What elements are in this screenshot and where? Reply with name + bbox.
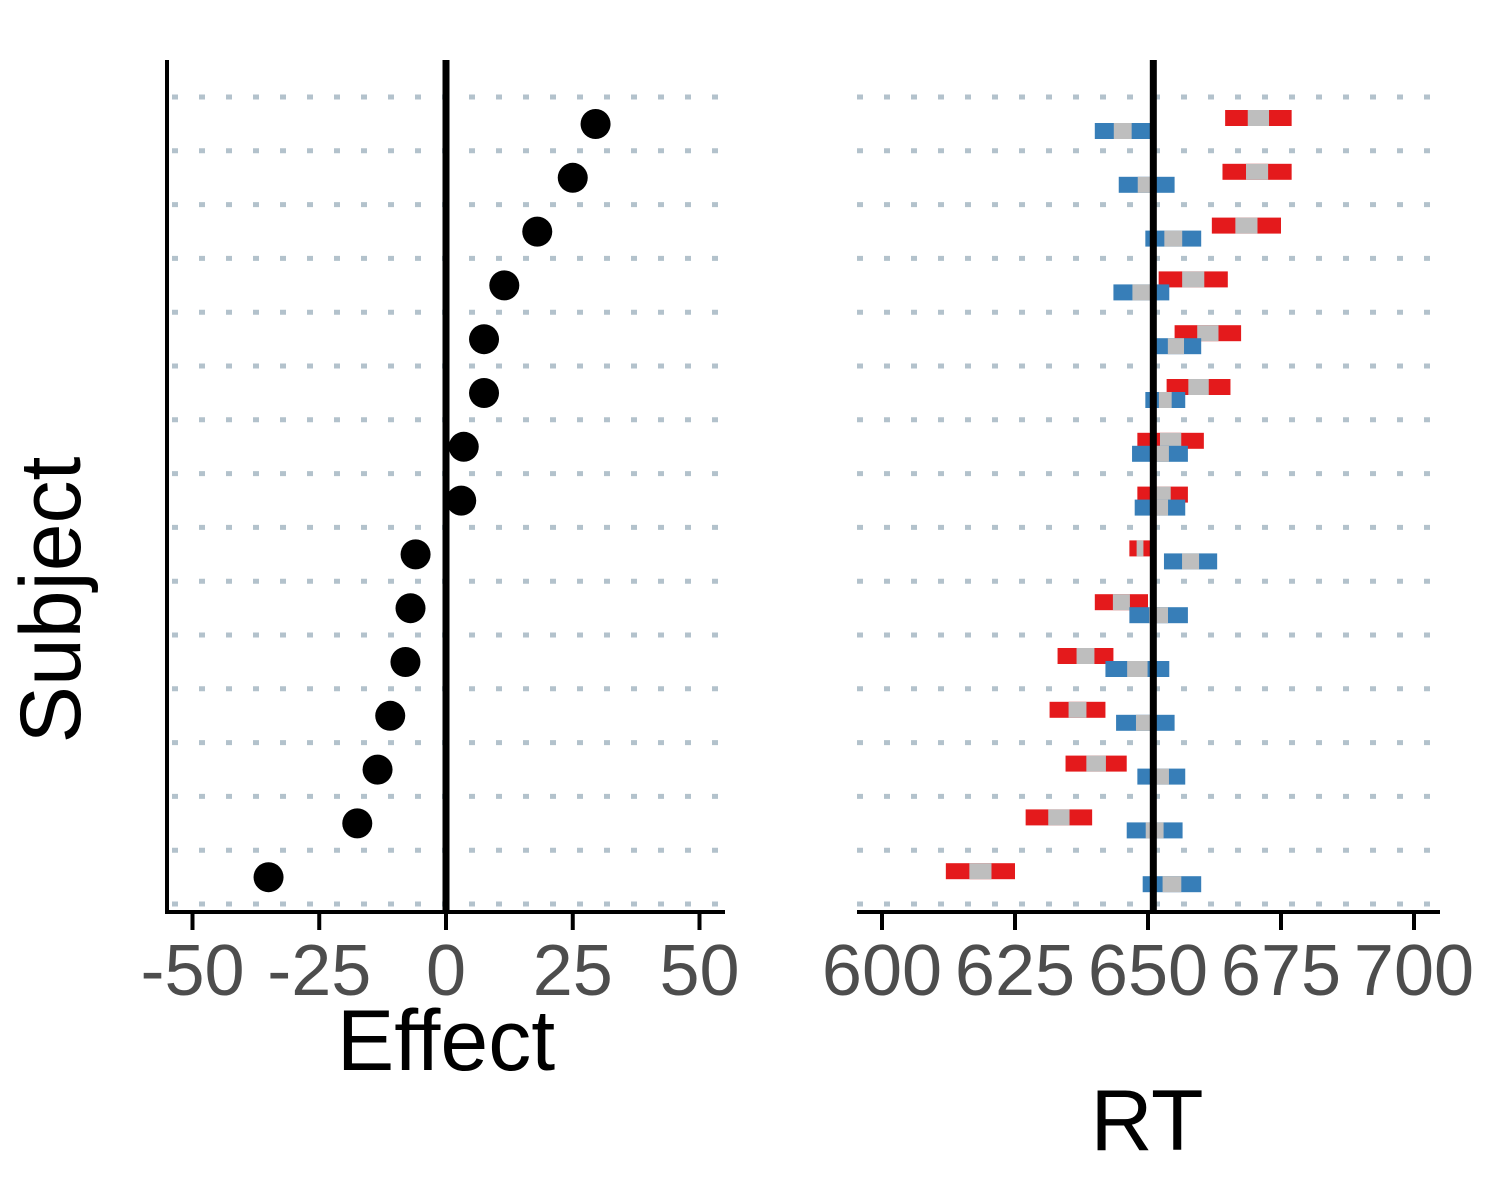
red-interval bbox=[945, 863, 1015, 880]
red-interval bbox=[1222, 163, 1292, 180]
effect-point bbox=[448, 431, 479, 462]
blue-interval-center bbox=[1158, 392, 1172, 408]
blue-interval bbox=[1129, 607, 1188, 624]
blue-interval bbox=[1150, 338, 1202, 355]
red-interval bbox=[1129, 540, 1151, 557]
blue-interval bbox=[1137, 768, 1186, 785]
effect-point bbox=[489, 270, 520, 301]
effect-point bbox=[362, 754, 393, 785]
red-interval-center bbox=[1048, 809, 1070, 826]
effect-panel: -50 -25 0 25 50 Effect Subject bbox=[3, 60, 740, 1089]
effect-point bbox=[469, 324, 500, 355]
red-interval-center bbox=[969, 863, 992, 880]
blue-interval bbox=[1134, 499, 1186, 516]
rt-x-axis-title: RT bbox=[1090, 1073, 1203, 1169]
blue-interval bbox=[1105, 661, 1170, 677]
red-interval-center bbox=[1197, 325, 1219, 342]
effect-point bbox=[522, 216, 553, 247]
effect-point bbox=[395, 593, 426, 624]
blue-interval bbox=[1113, 284, 1170, 301]
x-tick-label: 0 bbox=[426, 931, 466, 1011]
red-interval bbox=[1211, 217, 1281, 234]
blue-interval bbox=[1094, 123, 1151, 139]
blue-interval bbox=[1142, 876, 1202, 893]
effect-point bbox=[375, 700, 406, 731]
effect-point bbox=[446, 485, 477, 516]
subject-y-axis-title: Subject bbox=[3, 456, 99, 743]
effect-point bbox=[469, 378, 500, 408]
blue-interval-center bbox=[1153, 768, 1169, 785]
x-tick-label: 600 bbox=[822, 931, 942, 1011]
effect-x-axis-title: Effect bbox=[337, 993, 555, 1089]
rt-intervals bbox=[945, 110, 1292, 893]
red-interval bbox=[1057, 648, 1114, 664]
red-interval-center bbox=[1068, 701, 1087, 718]
red-interval bbox=[1065, 755, 1127, 772]
blue-interval bbox=[1118, 176, 1175, 193]
red-interval bbox=[1174, 325, 1242, 342]
effect-point bbox=[253, 862, 284, 893]
blue-interval-center bbox=[1127, 661, 1148, 677]
red-interval bbox=[1158, 271, 1228, 288]
blue-interval bbox=[1132, 445, 1188, 462]
red-interval-center bbox=[1136, 540, 1144, 557]
effect-x-ticks: -50 -25 0 25 50 bbox=[140, 912, 740, 1011]
red-interval-center bbox=[1182, 271, 1205, 288]
blue-interval bbox=[1163, 553, 1218, 570]
effect-point bbox=[390, 647, 421, 677]
red-interval-center bbox=[1159, 432, 1182, 449]
red-interval bbox=[1094, 594, 1148, 611]
effect-point bbox=[342, 808, 373, 839]
rt-panel: 600 625 650 675 700 RT bbox=[822, 60, 1474, 1169]
blue-interval bbox=[1116, 714, 1175, 731]
x-tick-label: 625 bbox=[955, 931, 1075, 1011]
effect-point bbox=[400, 539, 431, 570]
effect-points bbox=[253, 109, 611, 893]
red-interval-center bbox=[1076, 648, 1095, 664]
effect-point bbox=[580, 109, 611, 139]
red-interval-center bbox=[1154, 486, 1171, 503]
blue-interval bbox=[1145, 230, 1202, 247]
x-tick-label: 675 bbox=[1221, 931, 1341, 1011]
x-tick-label: 650 bbox=[1088, 931, 1208, 1011]
red-interval-center bbox=[1086, 755, 1106, 772]
red-interval-center bbox=[1188, 379, 1209, 395]
red-interval bbox=[1166, 379, 1231, 395]
blue-interval-center bbox=[1182, 553, 1200, 570]
red-interval-center bbox=[1112, 594, 1130, 611]
blue-interval-center bbox=[1164, 230, 1183, 247]
effect-point bbox=[557, 162, 588, 193]
blue-interval-center bbox=[1132, 284, 1151, 301]
x-tick-label: 25 bbox=[533, 931, 613, 1011]
x-tick-label: 700 bbox=[1354, 931, 1474, 1011]
blue-interval-center bbox=[1167, 338, 1185, 355]
rt-x-ticks: 600 625 650 675 700 bbox=[822, 912, 1474, 1011]
red-interval-center bbox=[1235, 217, 1258, 234]
red-interval-center bbox=[1247, 110, 1270, 126]
red-interval-center bbox=[1245, 163, 1269, 180]
x-tick-label: -25 bbox=[267, 931, 371, 1011]
x-tick-label: -50 bbox=[140, 931, 244, 1011]
red-interval bbox=[1049, 701, 1106, 718]
x-tick-label: 50 bbox=[659, 931, 739, 1011]
blue-interval-center bbox=[1113, 123, 1132, 139]
blue-interval-center bbox=[1162, 876, 1182, 893]
red-interval bbox=[1025, 809, 1093, 826]
red-interval bbox=[1225, 110, 1292, 126]
